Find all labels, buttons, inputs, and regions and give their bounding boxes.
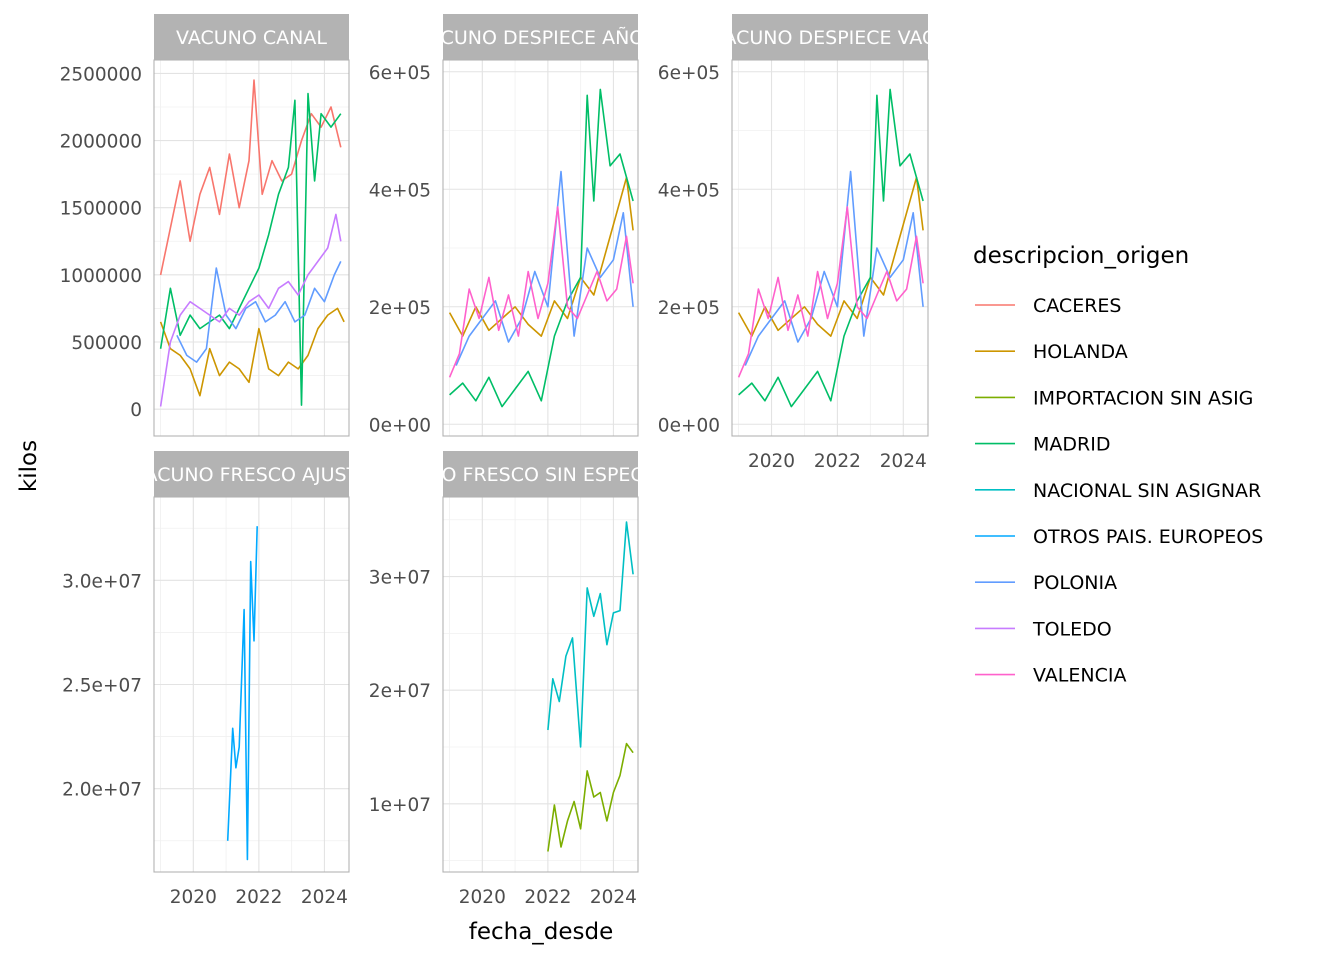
y-tick-label: 2000000 — [60, 132, 142, 153]
panel-border — [153, 496, 350, 873]
series-line — [455, 170, 634, 366]
y-tick-label: 6e+05 — [658, 63, 720, 84]
series-line — [159, 213, 342, 407]
series-line — [448, 206, 634, 378]
y-axis-title: kilos — [16, 440, 42, 492]
y-tick-label: 4e+05 — [658, 180, 720, 201]
y-tick-label: 2e+07 — [369, 681, 431, 702]
x-tick-label: 2024 — [590, 887, 637, 908]
series-line — [738, 88, 924, 408]
x-tick-label: 2022 — [814, 451, 861, 472]
y-tick-label: 500000 — [71, 333, 142, 354]
x-axis-title: fecha_desde — [469, 919, 614, 945]
series-line — [547, 742, 634, 852]
legend: CACERES HOLANDA IMPORTACION SIN ASIG MADRID… — [975, 295, 1263, 687]
x-tick-label: 2020 — [459, 887, 506, 908]
facet-strip — [732, 14, 928, 60]
y-tick-label: 3e+07 — [369, 568, 431, 589]
y-tick-label: 0 — [130, 400, 142, 421]
y-tick-label: 2e+05 — [658, 298, 720, 319]
series-line — [159, 92, 342, 406]
facet-panels: VACUNO CANAL 0 500000 1000000 1500000 2000000… — [60, 14, 949, 908]
legend-label: NACIONAL SIN ASIGNAR — [1033, 480, 1261, 502]
y-tick-label: 4e+05 — [369, 180, 431, 201]
y-tick-label: 6e+05 — [369, 63, 431, 84]
facet-panel: VACUNO CANAL 0 500000 1000000 1500000 2000000… — [60, 14, 350, 437]
series-line — [547, 521, 634, 748]
facet-strip — [443, 451, 638, 497]
y-tick-label: 2500000 — [60, 64, 142, 85]
legend-title: descripcion_origen — [973, 243, 1189, 269]
facet-strip — [443, 14, 638, 60]
y-tick-label: 2.0e+07 — [62, 780, 142, 801]
legend-label: VALENCIA — [1033, 665, 1126, 687]
y-tick-label: 1000000 — [60, 266, 142, 287]
series-line — [744, 170, 924, 366]
panel-border — [442, 59, 639, 437]
legend-label: TOLEDO — [1032, 618, 1112, 640]
x-tick-label: 2022 — [235, 887, 282, 908]
series-line — [737, 206, 924, 378]
y-tick-label: 2.5e+07 — [62, 676, 142, 697]
series-line — [159, 307, 345, 397]
series-line — [449, 88, 634, 408]
x-tick-label: 2024 — [301, 887, 348, 908]
y-tick-label: 1e+07 — [369, 795, 431, 816]
panel-border — [153, 59, 350, 437]
x-tick-label: 2022 — [524, 887, 571, 908]
facet-strip-label: VACUNO CANAL — [176, 27, 327, 49]
facet-strip-label: VACUNO FRESCO AJUSTE — [133, 464, 370, 486]
y-tick-label: 1500000 — [60, 199, 142, 220]
panel-border — [442, 496, 639, 873]
facet-strip-label: VACUNO DESPIECE VACA — [712, 27, 949, 49]
legend-label: IMPORTACION SIN ASIG — [1033, 387, 1253, 409]
y-tick-label: 3.0e+07 — [62, 571, 142, 592]
panel-border — [731, 59, 929, 437]
facet-strip-label: VACUNO FRESCO SIN ESPECIFICAR — [376, 464, 706, 486]
x-tick-label: 2020 — [170, 887, 217, 908]
facet-strip — [154, 14, 349, 60]
y-tick-label: 0e+00 — [658, 415, 720, 436]
x-tick-label: 2024 — [880, 451, 927, 472]
y-tick-label: 0e+00 — [369, 415, 431, 436]
series-line — [176, 261, 342, 363]
facet-strip — [154, 451, 349, 497]
facet-panel: VACUNO FRESCO SIN ESPECIFICAR 1e+07 2e+07 3… — [369, 451, 706, 908]
facet-panel: VACUNO FRESCO AJUSTE 2.0e+07 2.5e+07 3.0e+0… — [62, 451, 370, 908]
facet-strip-label: VACUNO DESPIECE AÑOJO — [416, 26, 665, 49]
legend-label: HOLANDA — [1033, 341, 1128, 363]
legend-label: MADRID — [1033, 434, 1110, 456]
legend-label: POLONIA — [1033, 572, 1117, 594]
x-tick-label: 2020 — [748, 451, 795, 472]
legend-label: OTROS PAIS. EUROPEOS — [1033, 526, 1263, 548]
facet-panel: VACUNO DESPIECE VACA 0e+00 2e+05 4e+05 6e+05… — [658, 14, 949, 472]
legend-label: CACERES — [1033, 295, 1121, 317]
facet-panel: VACUNO DESPIECE AÑOJO 0e+00 2e+05 4e+05 6e+0… — [369, 14, 665, 437]
series-line — [226, 526, 258, 861]
y-tick-label: 2e+05 — [369, 298, 431, 319]
